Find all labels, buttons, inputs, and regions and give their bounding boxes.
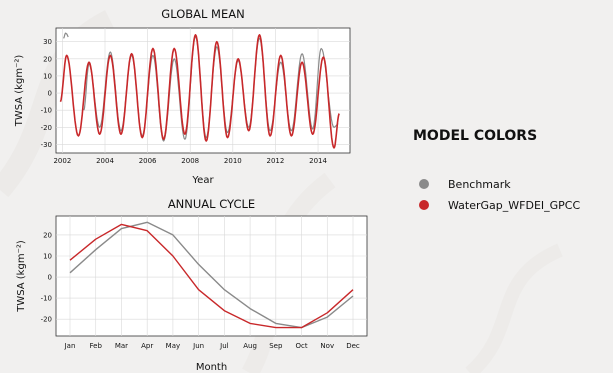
- series-line-benchmark: [62, 32, 69, 39]
- x-tick-label: 2004: [96, 157, 114, 165]
- grid-annual-cycle: [56, 216, 367, 336]
- x-tick-label: 2012: [267, 157, 285, 165]
- y-tick-label: -20: [41, 316, 52, 324]
- y-tick-label: 0: [48, 274, 52, 282]
- series-annual-cycle: [69, 221, 354, 329]
- legend-label: Benchmark: [448, 178, 511, 191]
- x-tick-label: Apr: [141, 342, 153, 350]
- legend-entries: Benchmark WaterGap_WFDEI_GPCC: [419, 178, 580, 212]
- legend-label: WaterGap_WFDEI_GPCC: [448, 199, 580, 212]
- x-tick-label: May: [166, 342, 180, 350]
- ticks-global-mean: 2002 2004 2006 2008 2010 2012 2014 -30 -20 -10 0 10…: [41, 38, 328, 165]
- legend-heading: MODEL COLORS: [413, 128, 537, 144]
- legend: MODEL COLORS Benchmark WaterGap_WFDEI_GPC…: [413, 128, 580, 212]
- chart-title-global-mean: GLOBAL MEAN: [161, 7, 244, 21]
- y-tick-label: 20: [43, 231, 52, 239]
- legend-marker: [419, 200, 429, 210]
- y-tick-label: 20: [43, 55, 52, 63]
- global-mean-chart: GLOBAL MEAN 2002 2004 2006 2008 2010 2012 2014…: [14, 7, 351, 186]
- series-line-watergap: [69, 223, 354, 329]
- x-tick-label: 2002: [53, 157, 71, 165]
- y-tick-label: 0: [48, 90, 52, 98]
- y-axis-label-global-mean: TWSA (kgm⁻²): [14, 55, 25, 128]
- y-tick-label: -10: [41, 295, 52, 303]
- x-tick-label: Sep: [269, 342, 283, 350]
- x-tick-label: Nov: [320, 342, 334, 350]
- x-axis-label-annual-cycle: Month: [196, 362, 227, 373]
- annual-cycle-chart: ANNUAL CYCLE Jan Feb Mar Apr May Jun Jul Aug Sep…: [16, 197, 368, 373]
- y-tick-label: 30: [43, 38, 52, 46]
- series-line-watergap: [59, 33, 340, 149]
- x-tick-label: Aug: [243, 342, 257, 350]
- y-tick-label: -20: [41, 124, 52, 132]
- y-axis-label-annual-cycle: TWSA (kgm⁻²): [16, 240, 27, 313]
- x-tick-label: 2010: [224, 157, 242, 165]
- ticks-annual-cycle: Jan Feb Mar Apr May Jun Jul Aug Sep Oct Nov Dec -20 -…: [41, 231, 360, 350]
- x-tick-label: 2006: [139, 157, 157, 165]
- x-tick-label: Mar: [115, 342, 128, 350]
- y-tick-label: -10: [41, 107, 52, 115]
- chart-title-annual-cycle: ANNUAL CYCLE: [168, 197, 255, 211]
- x-tick-label: Jul: [219, 342, 229, 350]
- x-tick-label: 2014: [309, 157, 327, 165]
- x-tick-label: Feb: [90, 342, 103, 350]
- x-tick-label: Oct: [295, 342, 307, 350]
- y-tick-label: 10: [43, 253, 52, 261]
- x-tick-label: Jan: [64, 342, 76, 350]
- x-tick-label: Jun: [192, 342, 204, 350]
- y-tick-label: 10: [43, 72, 52, 80]
- series-global-mean: [59, 32, 340, 149]
- x-axis-label-global-mean: Year: [191, 175, 214, 186]
- legend-marker: [419, 179, 429, 189]
- plot-area-annual-cycle: [55, 215, 368, 337]
- y-tick-label: -30: [41, 141, 52, 149]
- x-tick-label: Dec: [346, 342, 360, 350]
- x-tick-label: 2008: [181, 157, 199, 165]
